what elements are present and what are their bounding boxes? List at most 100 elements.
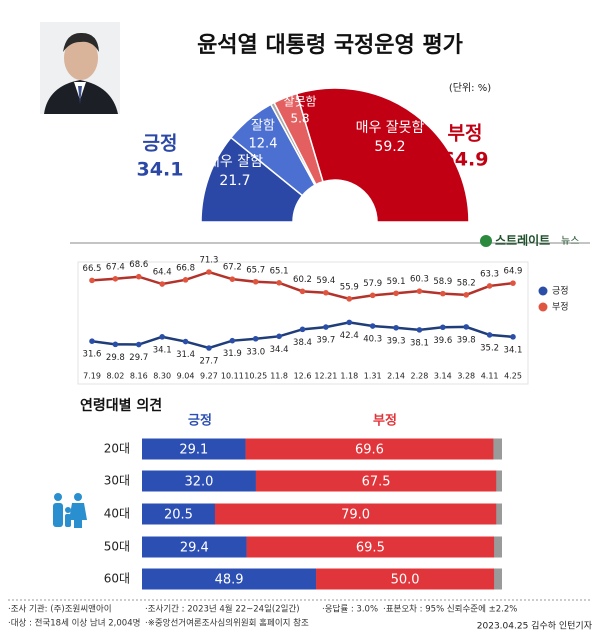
data-label: 38.1 xyxy=(410,338,429,348)
data-label: 66.8 xyxy=(176,263,195,273)
data-label: 60.2 xyxy=(293,275,312,285)
x-tick-label: 3.14 xyxy=(434,372,452,381)
point xyxy=(206,269,212,275)
x-tick-label: 8.02 xyxy=(106,372,124,381)
point xyxy=(135,273,142,280)
point xyxy=(276,280,282,286)
x-tick-label: 7.19 xyxy=(83,372,101,381)
data-label: 64.9 xyxy=(504,267,523,277)
point xyxy=(346,319,353,326)
data-label: 32.0 xyxy=(184,475,213,490)
x-tick-label: 2.28 xyxy=(411,372,429,381)
data-label: 42.4 xyxy=(340,331,359,341)
footer-text: ·조사 기관: (주)조원씨앤아이 xyxy=(8,604,112,615)
data-label: 65.1 xyxy=(270,266,289,276)
legend-label: 부정 xyxy=(373,413,397,429)
bar-segment xyxy=(316,568,495,590)
segment-value: 59.2 xyxy=(374,139,405,155)
point xyxy=(486,283,493,289)
footer-text: ·응답률 : 3.0% xyxy=(322,604,378,615)
y-tick-label: 60대 xyxy=(104,572,130,586)
y-tick-label: 50대 xyxy=(104,540,130,554)
data-label: 39.7 xyxy=(316,336,335,346)
point xyxy=(299,326,306,333)
point xyxy=(323,289,329,296)
bar-segment xyxy=(246,536,495,558)
x-tick-label: 4.11 xyxy=(481,372,499,381)
data-label: 79.0 xyxy=(341,508,370,523)
footer-text: ·※중앙선거여론조사심의위원회 홈페이지 참조 xyxy=(145,618,309,629)
point xyxy=(486,332,493,338)
data-label: 65.7 xyxy=(246,265,265,275)
x-tick-label: 4.25 xyxy=(504,372,522,381)
bar-segment xyxy=(142,536,247,558)
point xyxy=(299,288,306,295)
point xyxy=(510,280,516,286)
point xyxy=(182,277,189,283)
point xyxy=(252,278,259,285)
bar-segment xyxy=(255,470,497,492)
point xyxy=(89,338,95,345)
point xyxy=(276,333,282,340)
data-label: 27.7 xyxy=(199,357,218,367)
data-label: 31.4 xyxy=(176,350,195,360)
data-label: 39.6 xyxy=(433,336,452,346)
data-label: 40.3 xyxy=(363,335,382,345)
data-label: 29.4 xyxy=(180,541,209,556)
y-tick-label: 30대 xyxy=(104,474,130,488)
data-label: 29.8 xyxy=(106,353,125,363)
data-label: 31.6 xyxy=(83,350,102,360)
x-tick-label: 10.11 xyxy=(221,372,244,381)
summary-value: 34.1 xyxy=(137,159,184,181)
data-label: 59.4 xyxy=(316,276,335,286)
y-tick-label: 40대 xyxy=(104,507,130,521)
segment-label: 매우 잘함 xyxy=(207,154,263,170)
y-tick-label: 20대 xyxy=(104,442,130,456)
data-label: 31.9 xyxy=(223,349,242,359)
x-tick-label: 8.30 xyxy=(153,372,171,381)
summary-label: 부정 xyxy=(448,123,483,145)
unit-label: (단위: %) xyxy=(449,81,491,94)
data-label: 35.2 xyxy=(480,343,499,353)
footer-text: ·표본오차 : 95% 신뢰수준에 ±2.2% xyxy=(383,605,517,615)
point xyxy=(369,292,376,299)
x-tick-label: 9.27 xyxy=(200,372,218,381)
data-label: 55.9 xyxy=(340,282,359,292)
tie xyxy=(78,86,82,104)
data-label: 66.5 xyxy=(83,264,102,274)
point xyxy=(416,288,423,294)
data-label: 67.4 xyxy=(106,262,125,272)
data-label: 67.2 xyxy=(223,263,242,273)
brand-logo xyxy=(480,235,492,247)
data-label: 69.6 xyxy=(355,443,384,458)
bar-segment xyxy=(142,438,246,460)
portrait xyxy=(40,22,120,114)
data-label: 58.9 xyxy=(433,277,452,287)
legend-label: 긍정 xyxy=(188,413,212,429)
x-tick-label: 2.14 xyxy=(387,372,405,381)
data-label: 50.0 xyxy=(391,573,420,588)
brand-sub: 뉴스 xyxy=(561,235,579,247)
point xyxy=(463,292,470,298)
point xyxy=(229,276,236,282)
x-tick-label: 9.04 xyxy=(177,372,195,381)
data-label: 71.3 xyxy=(199,256,218,266)
segment-value: 5.8 xyxy=(290,112,309,126)
point xyxy=(135,341,142,348)
brand: 스트레이트 뉴스 xyxy=(480,233,579,248)
point xyxy=(463,324,470,330)
point xyxy=(112,275,119,282)
data-label: 20.5 xyxy=(164,508,193,523)
hair xyxy=(63,32,99,52)
donut-segment xyxy=(295,87,470,223)
legend-marker xyxy=(538,302,548,312)
face xyxy=(64,36,98,80)
point xyxy=(112,341,119,348)
bar-segment xyxy=(142,470,256,492)
summary-value: 64.9 xyxy=(442,149,489,171)
segment-label: 매우 잘못함 xyxy=(356,120,425,136)
x-tick-label: 10.25 xyxy=(244,372,267,381)
data-label: 58.2 xyxy=(457,278,476,288)
